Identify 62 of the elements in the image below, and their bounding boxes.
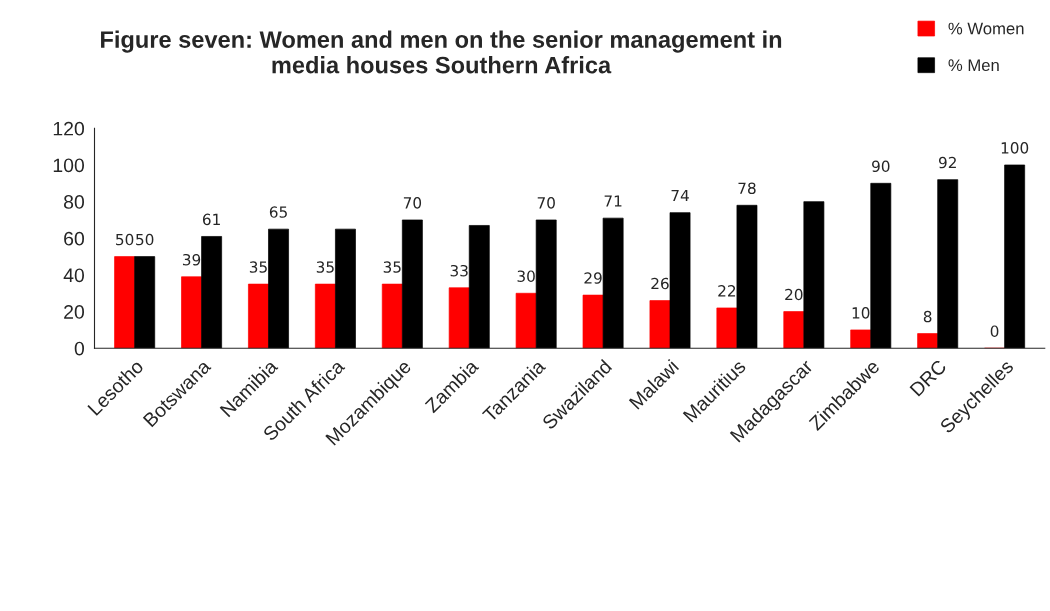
- data-label: 20: [785, 288, 803, 301]
- data-label: 65: [269, 206, 287, 218]
- bar: [134, 256, 156, 349]
- data-label: 0: [990, 325, 999, 337]
- bar: [335, 228, 356, 349]
- bar: [582, 294, 604, 349]
- data-label: 35: [383, 261, 401, 273]
- data-label: 90: [872, 160, 890, 173]
- data-label: 8: [923, 310, 932, 323]
- y-tick-label: 20: [64, 305, 85, 319]
- y-tick-label: 40: [63, 268, 85, 283]
- bar: [783, 311, 805, 349]
- data-label: 92: [938, 156, 956, 169]
- bar: [381, 283, 403, 349]
- bar: [181, 276, 202, 349]
- data-label: 61: [202, 213, 220, 226]
- data-label: 74: [671, 189, 689, 202]
- data-label: 50: [136, 233, 154, 246]
- bar: [201, 236, 222, 349]
- y-tick-label: 100: [53, 158, 85, 173]
- data-label: 71: [604, 195, 622, 207]
- legend-label: % Men: [948, 59, 999, 72]
- chart-title: Figure seven: Women and men on the senior management in media houses Southern Africa: [101, 30, 782, 74]
- bar: [917, 333, 939, 349]
- data-label: 33: [450, 264, 468, 277]
- data-label: 35: [316, 261, 334, 273]
- bar: [870, 182, 892, 349]
- data-label: 100: [1001, 142, 1029, 154]
- data-label: 78: [738, 182, 756, 194]
- y-tick-label: 80: [64, 195, 85, 209]
- data-label: 30: [517, 270, 535, 282]
- bar: [401, 219, 423, 349]
- bar: [468, 225, 490, 349]
- bar: [248, 283, 269, 349]
- bar: [268, 228, 289, 349]
- bar: [448, 287, 470, 349]
- bar: [669, 212, 691, 349]
- bar: [736, 204, 758, 349]
- bar: [602, 217, 624, 349]
- bar: [515, 292, 537, 349]
- data-label: 22: [718, 285, 736, 297]
- data-label: 39: [182, 253, 201, 266]
- y-tick-label: 120: [53, 121, 85, 136]
- bar: [803, 201, 825, 349]
- bar: [114, 256, 135, 349]
- bar: [314, 283, 336, 349]
- bar: [1004, 164, 1026, 349]
- legend-label: % Women: [948, 22, 1024, 35]
- data-label: 35: [249, 261, 267, 273]
- y-tick-label: 0: [74, 341, 85, 356]
- bar: [649, 300, 671, 349]
- bar: [850, 329, 872, 349]
- bar: [716, 307, 738, 349]
- bar: [937, 179, 959, 349]
- data-label: 10: [852, 307, 870, 319]
- data-label: 70: [537, 197, 555, 209]
- y-tick-label: 60: [64, 231, 85, 246]
- data-label: 29: [584, 272, 602, 284]
- bar: [535, 219, 557, 349]
- data-label: 50: [116, 233, 134, 246]
- data-label: 26: [651, 277, 669, 290]
- data-label: 70: [403, 197, 422, 209]
